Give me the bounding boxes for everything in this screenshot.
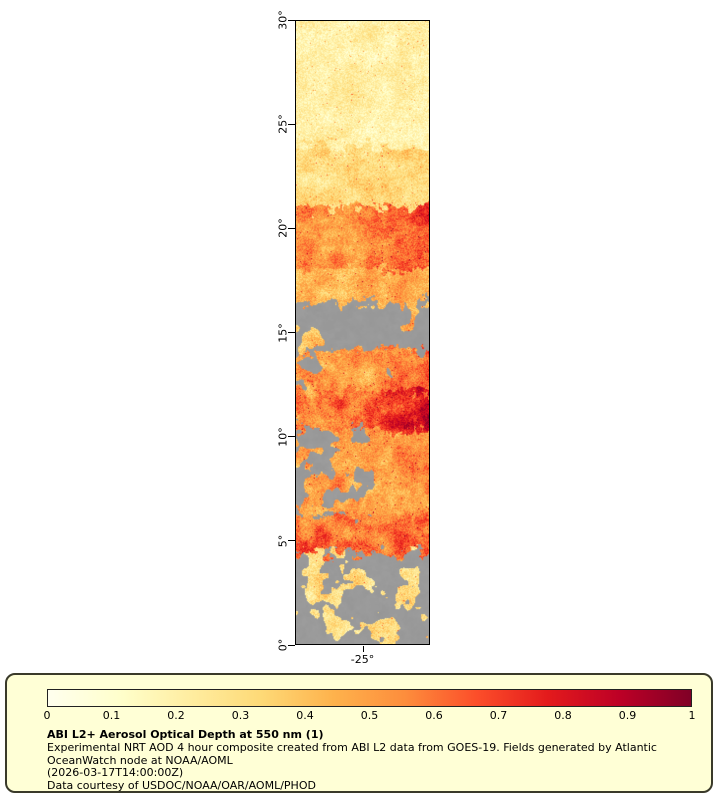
y-axis-tick bbox=[288, 332, 295, 333]
colorbar-tick-labels: 0 0.1 0.2 0.3 0.4 0.5 0.6 0.7 0.8 0.9 1 bbox=[43, 709, 696, 723]
figure-description: Experimental NRT AOD 4 hour composite cr… bbox=[47, 740, 657, 767]
colorbar-tick-label: 0.5 bbox=[360, 709, 379, 722]
y-axis-tick-label: 5° bbox=[276, 534, 290, 548]
figure-title: ABI L2+ Aerosol Optical Depth at 550 nm … bbox=[47, 728, 324, 741]
colorbar bbox=[47, 689, 692, 707]
y-axis-tick-label: 10° bbox=[276, 426, 290, 447]
colorbar-tick-label: 0.9 bbox=[618, 709, 637, 722]
colorbar-tick-label: 0.2 bbox=[167, 709, 185, 722]
colorbar-tick-label: 0.6 bbox=[425, 709, 443, 722]
y-axis-tick-label: 15° bbox=[276, 322, 290, 343]
y-axis-tick bbox=[288, 227, 295, 229]
colorbar-tick-label: 0.7 bbox=[489, 709, 508, 722]
colorbar-tick-label: 0.8 bbox=[554, 709, 572, 722]
colorbar-tick-label: 1 bbox=[688, 709, 696, 722]
colorbar-tick-label: 0.3 bbox=[231, 709, 250, 722]
figure-courtesy: Data courtesy of USDOC/NOAA/OAR/AOML/PHO… bbox=[47, 779, 316, 793]
colorbar-tick-label: 0.4 bbox=[296, 709, 314, 722]
y-axis-tick-label: 25° bbox=[276, 114, 290, 134]
x-axis-tick-label: -25° bbox=[350, 653, 375, 666]
y-axis-tick-label: 20° bbox=[276, 218, 290, 239]
colorbar-tick-label: 0.1 bbox=[102, 709, 121, 722]
x-axis-tick bbox=[362, 646, 364, 652]
aod-heatmap-canvas bbox=[296, 21, 429, 644]
y-axis-tick-label: 0° bbox=[276, 638, 290, 652]
y-axis-tick bbox=[288, 19, 295, 21]
y-axis-tick bbox=[288, 644, 295, 646]
figure-timestamp: (2026-03-17T14:00:00Z) bbox=[47, 766, 184, 780]
y-axis-tick-label: 30° bbox=[276, 10, 290, 30]
y-axis-tick bbox=[288, 123, 295, 125]
y-axis-tick bbox=[288, 436, 295, 438]
aod-map bbox=[295, 20, 430, 645]
colorbar-tick-label: 0 bbox=[43, 709, 51, 722]
caption-block: ABI L2+ Aerosol Optical Depth at 550 nm … bbox=[47, 728, 709, 793]
legend-box: 0 0.1 0.2 0.3 0.4 0.5 0.6 0.7 0.8 0.9 1 ABI L2+ Ae… bbox=[5, 673, 713, 793]
y-axis-tick bbox=[288, 540, 295, 542]
